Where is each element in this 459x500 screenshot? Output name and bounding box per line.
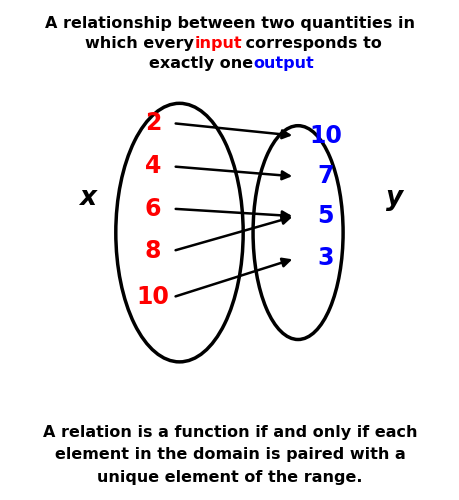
Text: 5: 5 [317,204,333,228]
Text: exactly one: exactly one [148,56,258,70]
Text: 4: 4 [145,154,161,178]
Text: output: output [253,56,313,70]
Text: x: x [78,185,95,211]
Text: 8: 8 [145,239,161,263]
Text: 3: 3 [317,246,333,270]
Text: input: input [194,36,241,51]
Text: 6: 6 [145,196,161,220]
Text: 10: 10 [136,285,169,309]
Text: A relationship between two quantities in: A relationship between two quantities in [45,16,414,32]
Text: which every: which every [84,36,199,51]
Text: 2: 2 [145,111,161,135]
Text: A relation is a function if and only if each
element in the domain is paired wit: A relation is a function if and only if … [43,425,416,484]
Text: 10: 10 [308,124,341,148]
Text: 7: 7 [317,164,333,188]
Text: corresponds to: corresponds to [239,36,381,51]
Text: y: y [385,185,403,211]
